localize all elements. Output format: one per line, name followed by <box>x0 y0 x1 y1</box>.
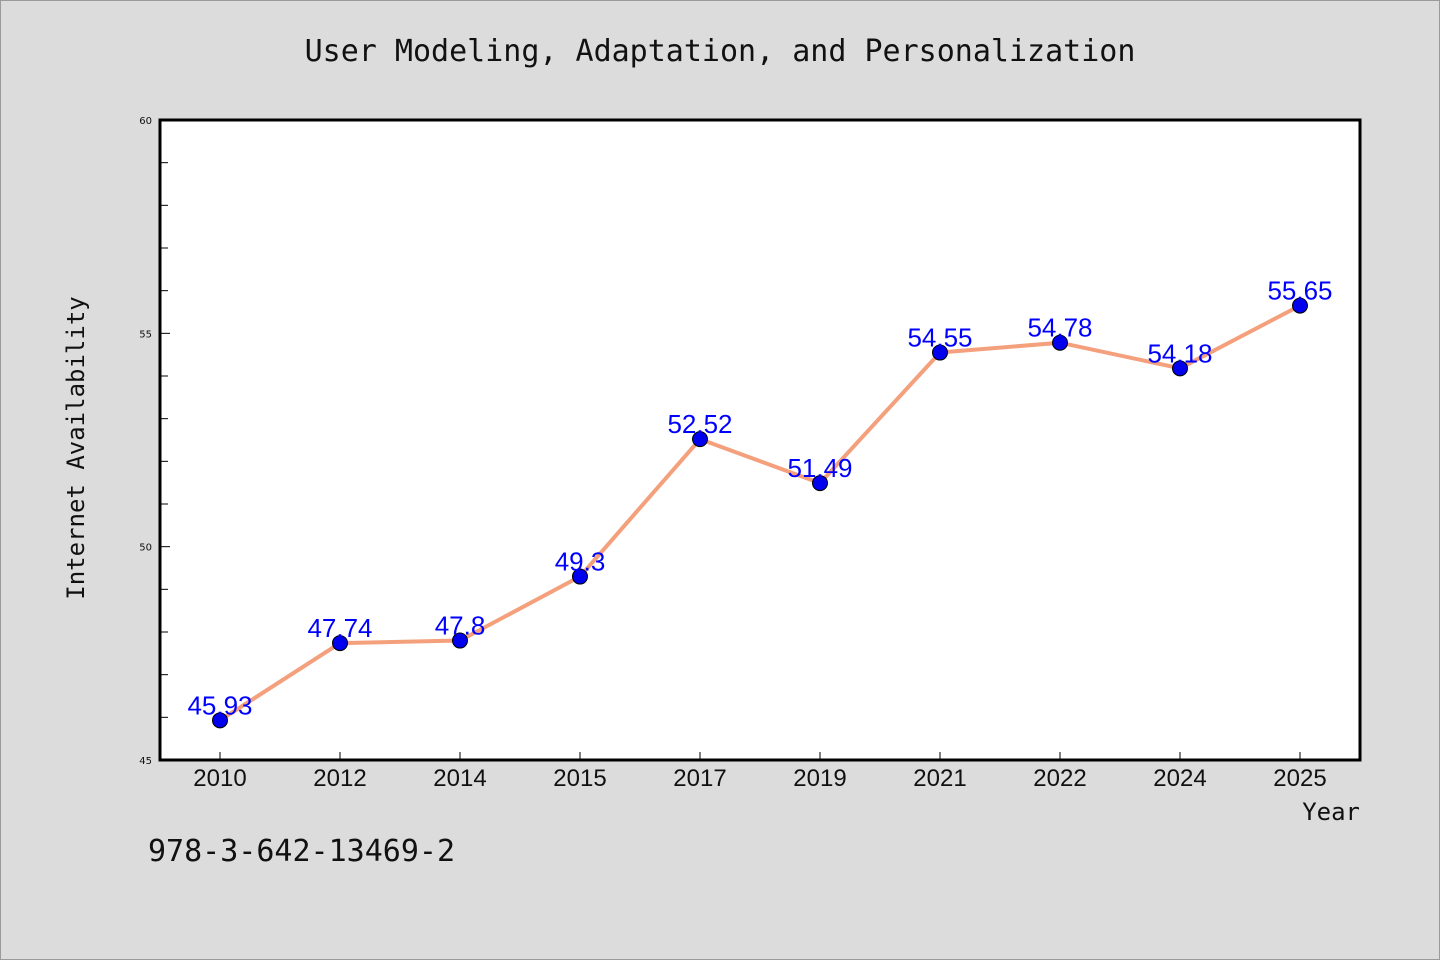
data-label: 54.55 <box>907 323 972 353</box>
x-axis-label: Year <box>1302 798 1360 826</box>
x-tick-label: 2024 <box>1153 765 1206 792</box>
x-tick-label: 2014 <box>433 765 486 792</box>
chart-title: User Modeling, Adaptation, and Personali… <box>304 34 1136 69</box>
y-axis: 45 50 55 60 <box>139 116 170 767</box>
x-tick-label: 2025 <box>1273 765 1326 792</box>
x-tick-label: 2017 <box>673 765 726 792</box>
y-tick-label: 45 <box>139 756 152 767</box>
x-tick-label: 2022 <box>1033 765 1086 792</box>
data-label: 49.3 <box>555 547 606 577</box>
y-axis-label: Internet Availability <box>62 296 90 599</box>
data-point <box>1172 360 1188 377</box>
data-label: 54.18 <box>1147 338 1212 368</box>
data-label: 51.49 <box>787 453 852 483</box>
y-tick-label: 55 <box>139 329 152 340</box>
series-line <box>218 303 1301 723</box>
data-point <box>572 568 588 585</box>
data-point <box>932 344 948 361</box>
data-label: 52.52 <box>667 409 732 439</box>
data-label: 45.93 <box>187 690 252 720</box>
data-point <box>1052 334 1068 351</box>
data-label: 47.74 <box>307 613 372 643</box>
data-label: 54.78 <box>1027 313 1092 343</box>
x-tick-label: 2012 <box>313 765 366 792</box>
x-axis: 2010 2012 2014 2015 2017 2019 2021 2022 2024 2025 <box>193 752 1327 792</box>
data-label: 47.8 <box>435 611 486 641</box>
data-point <box>1292 297 1308 314</box>
data-point <box>812 475 828 492</box>
x-tick-label: 2021 <box>913 765 966 792</box>
isbn-footnote: 978-3-642-13469-2 <box>148 834 456 869</box>
data-point <box>452 632 468 649</box>
data-point <box>332 635 348 652</box>
x-tick-label: 2010 <box>193 765 246 792</box>
y-tick-label: 60 <box>139 116 152 127</box>
data-point <box>212 712 228 729</box>
y-tick-label: 50 <box>139 543 152 554</box>
x-tick-label: 2015 <box>553 765 606 792</box>
series-markers <box>212 297 1308 729</box>
plot-area <box>158 118 1362 762</box>
data-point <box>692 431 708 448</box>
data-labels: 45.93 47.74 47.8 49.3 52.52 51.49 54.55 54.78 54… <box>187 276 1332 721</box>
data-label: 55.65 <box>1267 276 1332 306</box>
x-tick-label: 2019 <box>793 765 846 792</box>
